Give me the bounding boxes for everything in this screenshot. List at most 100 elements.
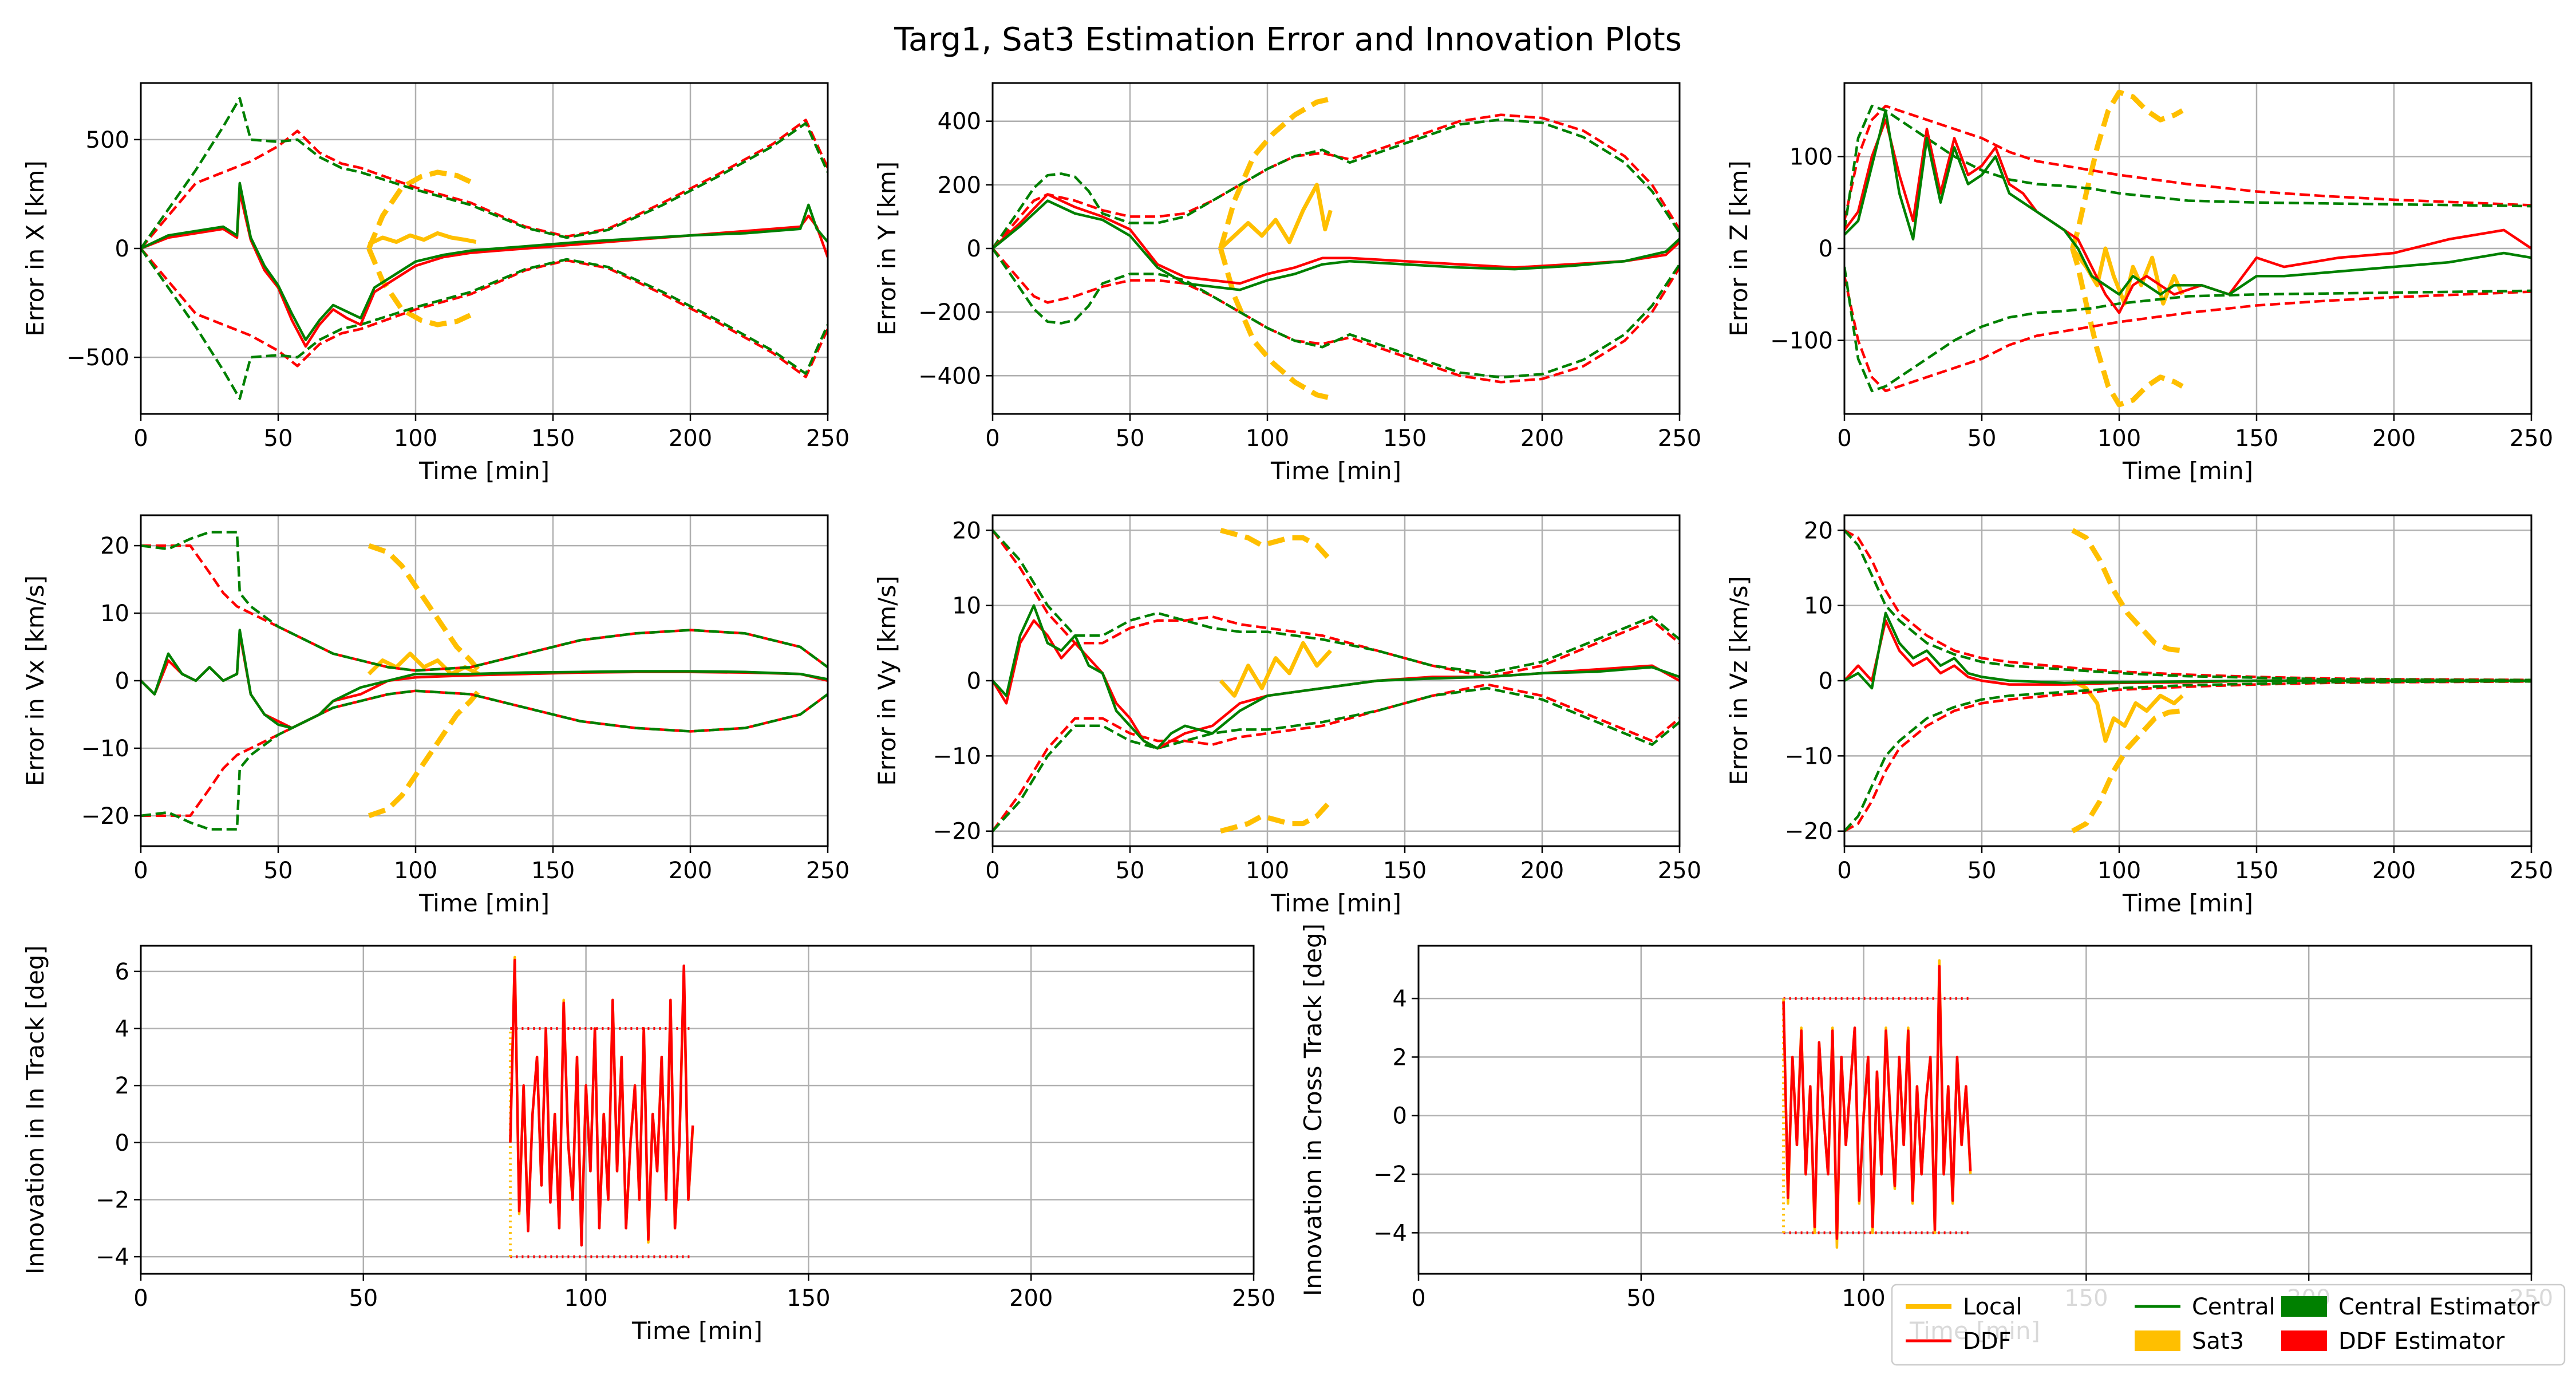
y-tick-label: −4 [1373, 1220, 1407, 1246]
x-axis-label: Time [min] [1270, 889, 1401, 917]
series-central-bound-3 [141, 531, 828, 672]
y-tick-label: −400 [918, 363, 981, 389]
y-tick-label: −20 [1785, 819, 1833, 845]
series-central-error-5 [1844, 109, 2531, 296]
x-tick-label: 100 [394, 425, 437, 452]
x-tick-label: 100 [1246, 425, 1289, 452]
series-ddf-bound-2-mirror [141, 247, 828, 378]
legend-swatch-patch [2135, 1330, 2180, 1351]
y-tick-label: 100 [1789, 144, 1833, 170]
x-tick-label: 250 [806, 858, 850, 884]
x-tick-label: 200 [669, 858, 712, 884]
y-tick-label: 0 [1819, 668, 1833, 694]
x-axis-label: Time [min] [631, 1317, 762, 1345]
y-tick-label: 0 [115, 668, 129, 694]
series-local-error-1 [368, 231, 477, 246]
y-tick-label: 4 [1393, 986, 1407, 1012]
x-tick-label: 250 [1658, 425, 1701, 452]
x-tick-label: 200 [669, 425, 712, 452]
legend-frame [1891, 1284, 2566, 1366]
series-group [993, 527, 1680, 834]
x-tick-label: 50 [1967, 858, 1997, 884]
legend-entry-ddf: DDF [1906, 1328, 2012, 1355]
x-tick-label: 100 [564, 1285, 607, 1312]
x-tick-label: 0 [1411, 1285, 1425, 1312]
y-tick-label: 20 [1804, 518, 1833, 544]
series-local-error-1 [1219, 183, 1333, 250]
series-central-bound-3-mirror [141, 689, 828, 831]
series-central-bound-3-mirror [1844, 266, 2531, 393]
x-tick-label: 100 [2097, 858, 2141, 884]
y-tick-label: −10 [1785, 743, 1833, 769]
series-group [1844, 528, 2531, 834]
x-tick-label: 250 [2510, 858, 2553, 884]
series-ddf-bound-2 [993, 113, 1680, 250]
series-ddf-innovation-4 [1782, 965, 1972, 1240]
y-tick-label: 0 [115, 1130, 129, 1156]
y-tick-label: −4 [96, 1244, 129, 1270]
subplot-err-vz: 0 50 100 150 200 250 −20 −10 0 10 20 Time [min] Erro… [1725, 514, 2553, 917]
x-axis-label: Time [min] [2122, 889, 2253, 917]
series-group [508, 956, 694, 1258]
series-central-error-5 [993, 199, 1680, 291]
series-ddf-error-4 [1844, 118, 2531, 314]
legend-swatch-patch [2281, 1330, 2327, 1351]
series-central-bound-3 [1844, 529, 2531, 681]
subplot-err-z: 0 50 100 150 200 250 −100 0 100 Time [min] Error i… [1725, 82, 2553, 485]
x-tick-label: 200 [1520, 425, 1564, 452]
series-local-bound-0 [1220, 527, 1333, 562]
x-tick-label: 150 [1383, 425, 1427, 452]
series-group [1844, 89, 2531, 408]
x-axis-label: Time [min] [2122, 457, 2253, 485]
series-central-bound-3-mirror [993, 247, 1680, 379]
y-axis-label: Error in Z [km] [1725, 160, 1753, 337]
y-tick-label: −2 [96, 1187, 129, 1213]
x-tick-label: 250 [1232, 1285, 1275, 1312]
figure-title: Targ1, Sat3 Estimation Error and Innovat… [894, 21, 1682, 58]
x-tick-label: 100 [1842, 1285, 1885, 1312]
series-local-bound-0-mirror [1218, 247, 1332, 401]
series-group [1782, 959, 1972, 1249]
series-central-error-5 [141, 629, 828, 729]
x-axis-label: Time [min] [418, 457, 550, 485]
x-tick-label: 0 [133, 425, 148, 452]
y-tick-label: 10 [952, 593, 981, 619]
axes-frame [1417, 945, 2532, 1275]
legend-label: Central Estimator [2338, 1294, 2540, 1320]
x-tick-label: 0 [133, 1285, 148, 1312]
series-local-bound-0 [2070, 89, 2184, 250]
x-tick-label: 200 [2372, 425, 2416, 452]
subplot-err-vx: 0 50 100 150 200 250 −20 −10 0 10 20 Time [min] Erro… [21, 514, 850, 917]
y-axis-label: Error in Vx [km/s] [21, 575, 49, 786]
legend-label: Central [2192, 1294, 2275, 1320]
y-axis-label: Innovation in In Track [deg] [21, 945, 49, 1274]
y-axis-label: Error in Vy [km/s] [873, 575, 901, 785]
x-tick-label: 150 [2235, 425, 2278, 452]
y-tick-label: 0 [967, 236, 981, 262]
x-tick-label: 100 [2097, 425, 2141, 452]
x-tick-label: 0 [1837, 425, 1851, 452]
x-tick-label: 200 [2372, 858, 2416, 884]
x-tick-label: 200 [1009, 1285, 1053, 1312]
series-central-bound-3 [993, 118, 1680, 250]
y-tick-label: 10 [1804, 593, 1833, 619]
x-axis-label: Time [min] [1270, 457, 1401, 485]
series-ddf-innovation-4 [509, 958, 694, 1247]
series-local-bound-0 [366, 169, 475, 250]
subplot-err-x: 0 50 100 150 200 250 −500 0 500 Time [min] Error i… [21, 82, 850, 485]
x-tick-label: 150 [787, 1285, 830, 1312]
x-tick-label: 0 [1837, 858, 1851, 884]
series-central-bound-3-mirror [1844, 680, 2531, 832]
legend-label: Local [1963, 1294, 2022, 1320]
y-tick-label: −10 [933, 743, 981, 769]
y-tick-label: −20 [81, 803, 129, 830]
series-ddf-bound-2 [141, 119, 828, 250]
x-tick-label: 250 [1658, 858, 1701, 884]
x-tick-label: 50 [1116, 425, 1145, 452]
y-tick-label: −2 [1373, 1162, 1407, 1188]
x-tick-label: 200 [1520, 858, 1564, 884]
series-local-error-1 [2071, 678, 2184, 743]
subplot-err-y: 0 50 100 150 200 250 −400 −200 0 200 400 Time [min]… [873, 82, 1701, 485]
series-central-error-5 [1844, 611, 2531, 690]
